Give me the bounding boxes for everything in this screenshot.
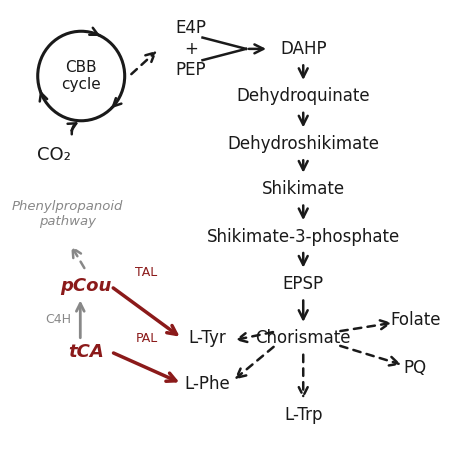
Text: C4H: C4H [46,313,71,326]
Text: pCou: pCou [60,277,111,295]
Text: E4P
+
PEP: E4P + PEP [175,19,207,79]
Text: Shikimate: Shikimate [262,180,345,198]
Text: EPSP: EPSP [283,275,324,293]
Text: Phenylpropanoid
pathway: Phenylpropanoid pathway [12,200,123,228]
Text: Dehydroshikimate: Dehydroshikimate [227,135,379,153]
Text: CBB
cycle: CBB cycle [61,60,101,92]
Text: tCA: tCA [68,343,104,361]
Text: Shikimate-3-phosphate: Shikimate-3-phosphate [207,228,400,246]
Text: L-Phe: L-Phe [184,374,230,393]
Text: PAL: PAL [135,332,157,345]
Text: PQ: PQ [404,359,427,377]
Text: Dehydroquinate: Dehydroquinate [237,87,370,106]
Text: Chorismate: Chorismate [255,329,351,347]
Text: L-Tyr: L-Tyr [188,329,226,347]
Text: DAHP: DAHP [280,40,327,58]
Text: Folate: Folate [390,311,441,329]
Text: CO₂: CO₂ [37,146,71,164]
Text: L-Trp: L-Trp [284,406,322,424]
Text: TAL: TAL [135,266,157,279]
